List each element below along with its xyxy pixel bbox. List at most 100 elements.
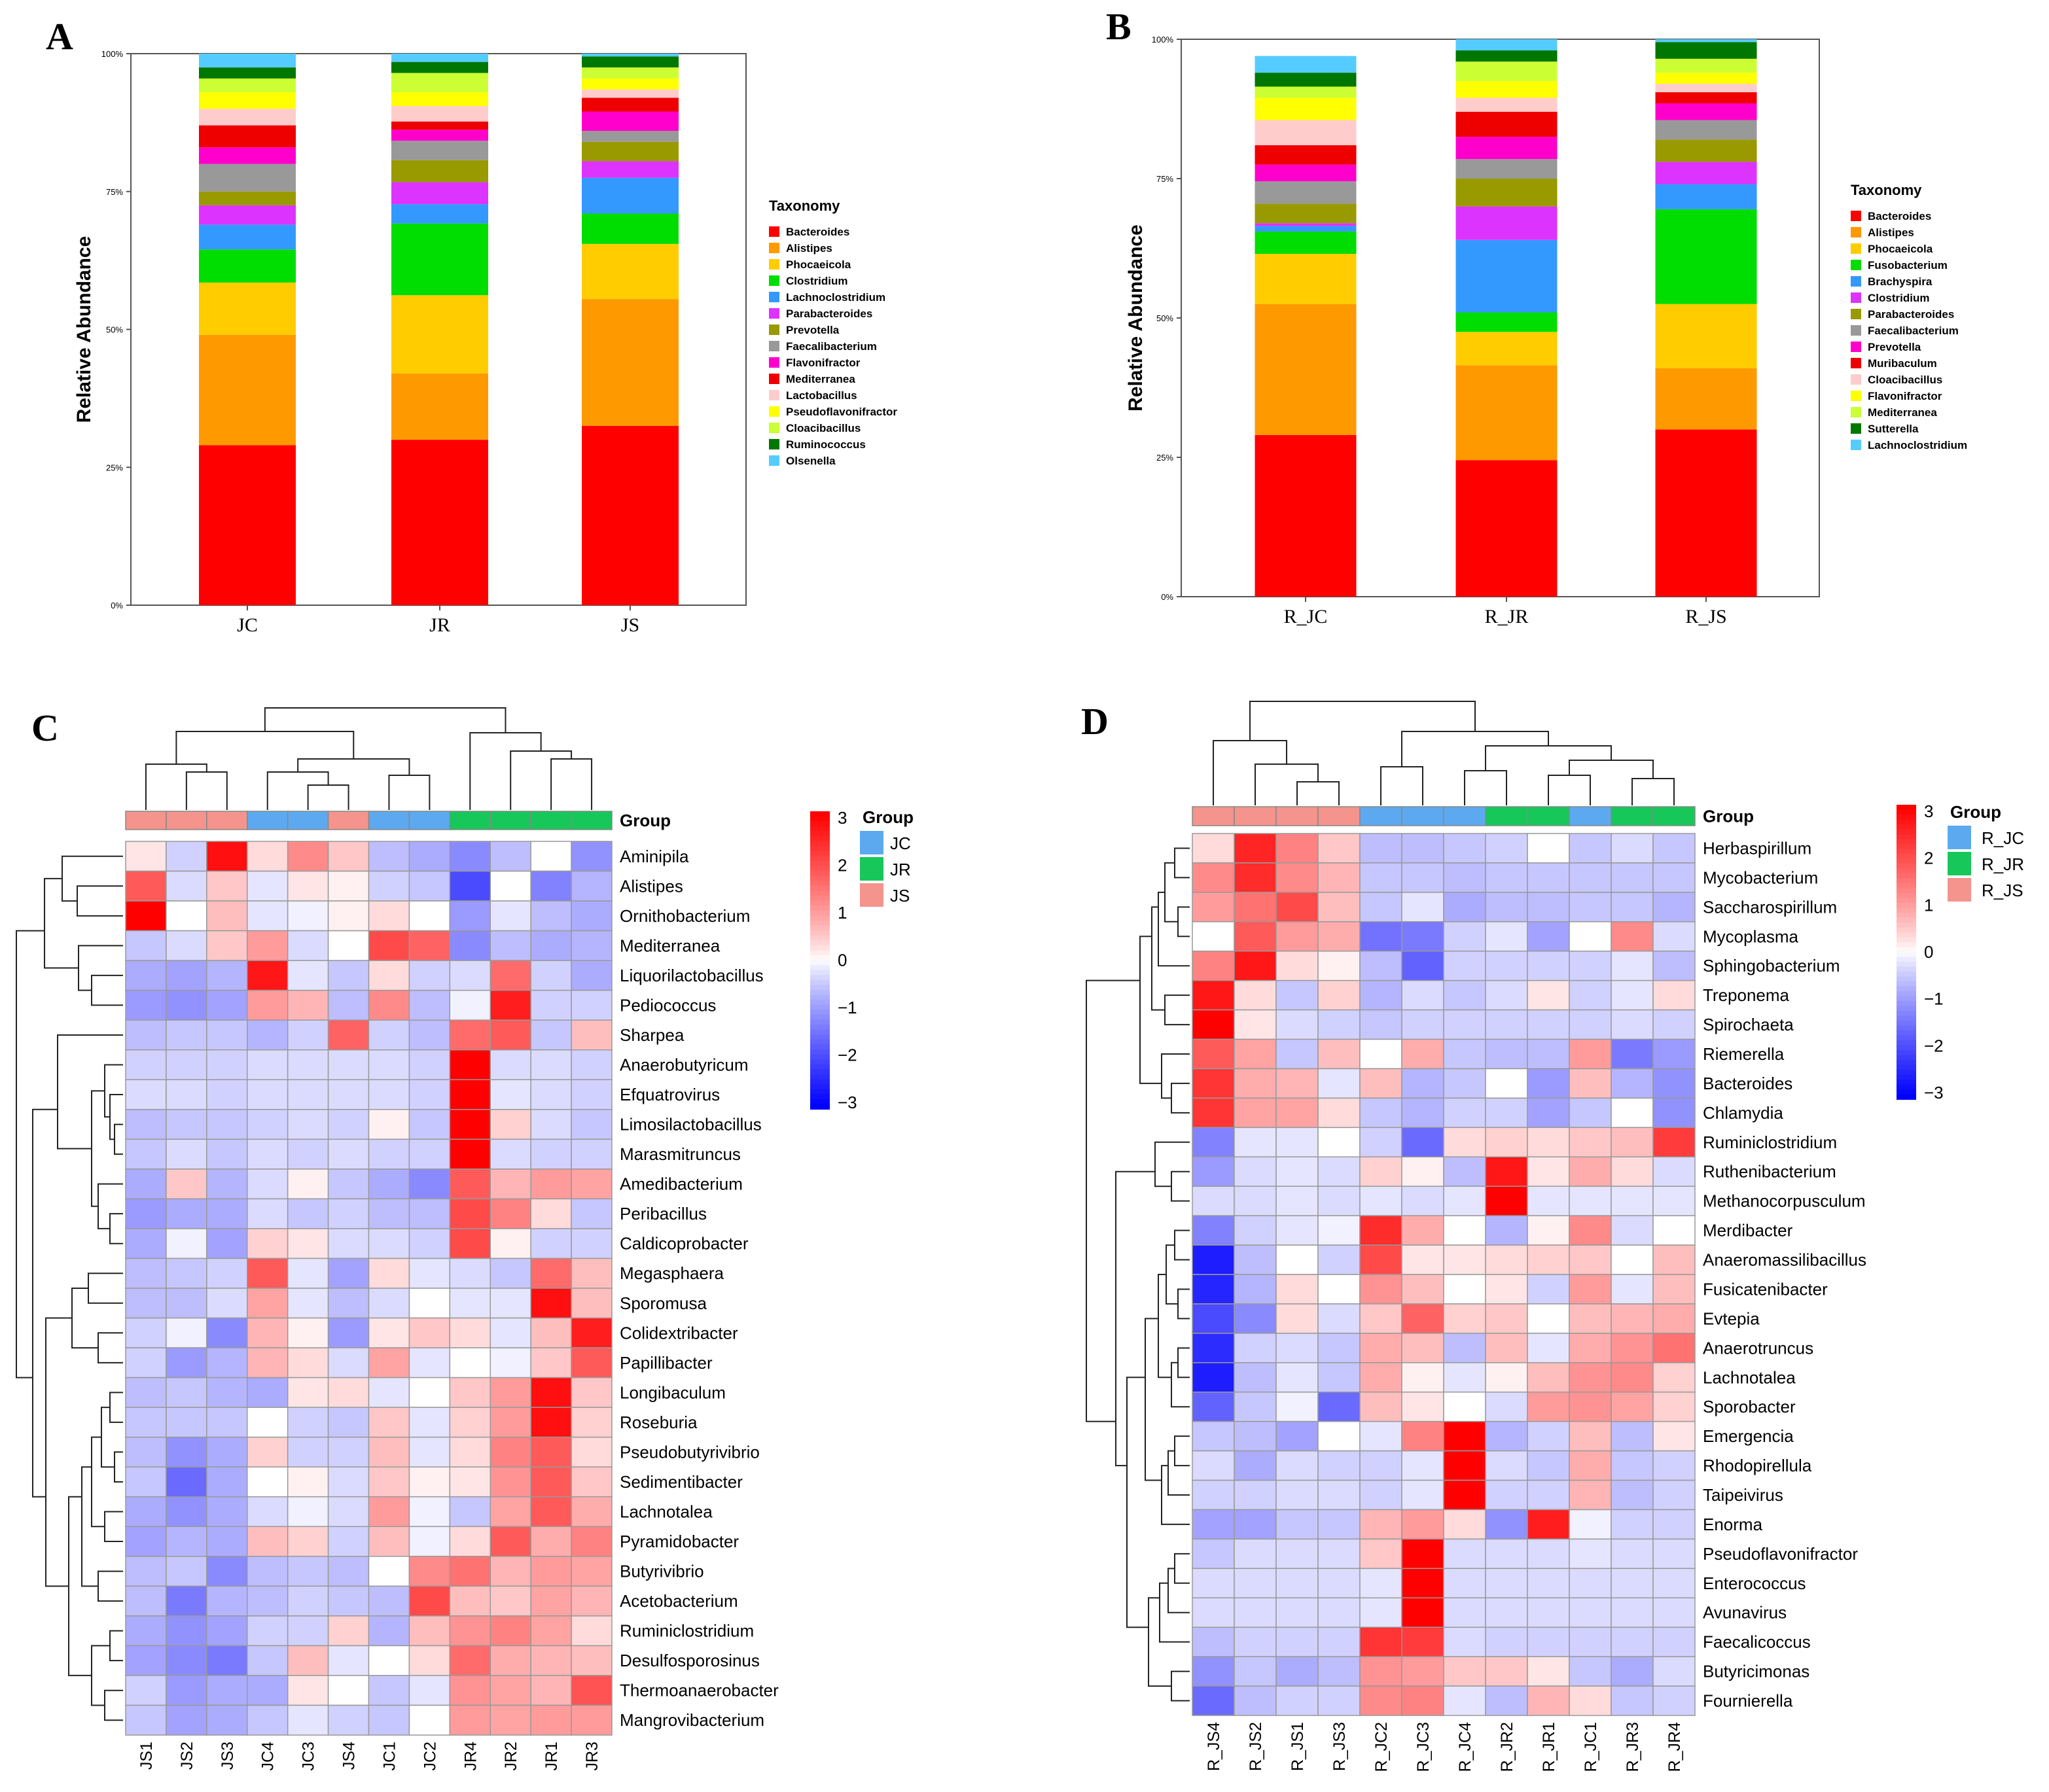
- heatmap-cell: [327, 870, 370, 902]
- row-label: Sharpea: [620, 1025, 685, 1045]
- heatmap-cell: [1443, 1009, 1486, 1040]
- bar-segment: [1655, 120, 1757, 140]
- heatmap-cell: [1443, 1568, 1486, 1599]
- row-label: Megasphaera: [620, 1263, 724, 1283]
- heatmap-cell: [1652, 921, 1696, 952]
- row-label: Alistipes: [620, 876, 683, 896]
- group-legend-label: R_JC: [1982, 828, 2024, 848]
- dendrogram-branch: [1174, 1553, 1190, 1584]
- color-scale-step: [810, 920, 830, 926]
- heatmap-cell: [287, 930, 329, 961]
- heatmap-cell: [1275, 1391, 1319, 1422]
- heatmap-cell: [1234, 979, 1277, 1011]
- x-tick-label: R_JR: [1485, 606, 1529, 627]
- heatmap-cell: [247, 1288, 289, 1319]
- heatmap-cell: [1569, 1303, 1612, 1334]
- color-scale-step: [810, 915, 830, 921]
- color-scale-step: [810, 990, 830, 996]
- bar-segment: [199, 78, 296, 93]
- heatmap-cell: [166, 1645, 207, 1676]
- heatmap-cell: [1317, 1362, 1361, 1393]
- heatmap-cell: [1275, 1479, 1319, 1511]
- heatmap-cell: [1359, 1685, 1402, 1716]
- heatmap-cell: [1359, 921, 1402, 952]
- heatmap-cell: [368, 1168, 410, 1200]
- heatmap-cell: [247, 989, 289, 1021]
- row-label: Lachnotalea: [1703, 1367, 1796, 1387]
- heatmap-cell: [408, 1407, 451, 1438]
- heatmap-cell: [1401, 1391, 1444, 1422]
- color-scale-step: [1897, 972, 1916, 977]
- heatmap-cell: [571, 1407, 613, 1438]
- color-scale-step: [810, 900, 830, 907]
- heatmap-cell: [408, 1585, 451, 1617]
- bar-segment: [1255, 145, 1357, 165]
- heatmap-cell: [1401, 1597, 1444, 1628]
- dendrogram-branch: [1249, 701, 1476, 741]
- heatmap-cell: [166, 960, 207, 991]
- bar-segment: [582, 213, 679, 244]
- heatmap-cell: [1443, 1509, 1486, 1540]
- heatmap-cell: [1401, 1362, 1444, 1393]
- dendrogram-branch: [1161, 1465, 1190, 1525]
- dendrogram-branch: [1548, 775, 1591, 805]
- heatmap-cell: [247, 870, 289, 902]
- heatmap-cell: [530, 1019, 572, 1051]
- heatmap-cell: [408, 1556, 451, 1587]
- dendrogram-branch: [32, 1108, 58, 1498]
- heatmap-cell: [1234, 1097, 1277, 1129]
- color-scale-step: [810, 826, 830, 832]
- heatmap-cell: [1275, 1420, 1319, 1452]
- heatmap-cell: [1234, 1127, 1277, 1158]
- color-scale-step: [810, 1039, 830, 1045]
- heatmap-cell: [530, 1079, 572, 1110]
- heatmap-cell: [327, 1049, 370, 1081]
- heatmap-cell: [206, 1466, 248, 1498]
- heatmap-cell: [166, 989, 207, 1021]
- group-annotation-cell: [1234, 806, 1277, 826]
- bar-segment: [199, 67, 296, 79]
- heatmap-cell: [571, 1257, 613, 1289]
- heatmap-cell: [571, 1615, 613, 1647]
- heatmap-cell: [1317, 1479, 1361, 1511]
- bar-segment: [391, 121, 488, 130]
- y-tick-label: 25%: [1156, 453, 1173, 463]
- row-label: Herbaspirillum: [1703, 838, 1811, 858]
- heatmap-cell: [1401, 1479, 1444, 1511]
- heatmap-cell: [1611, 1626, 1654, 1657]
- heatmap-cell: [1527, 1068, 1570, 1099]
- column-label: R_JS2: [1247, 1722, 1265, 1771]
- color-scale-step: [810, 960, 830, 966]
- heatmap-cell: [1359, 1362, 1402, 1393]
- heatmap-cell: [1234, 1215, 1277, 1246]
- dendrogram-branch: [1177, 1347, 1190, 1379]
- group-annotation-cell: [125, 811, 167, 830]
- heatmap-cell: [449, 1496, 491, 1528]
- heatmap-cell: [247, 1585, 289, 1617]
- row-label: Caldicoprobacter: [620, 1234, 749, 1254]
- heatmap-cell: [1527, 1450, 1570, 1481]
- heatmap-cell: [530, 989, 572, 1021]
- color-scale-step: [810, 975, 830, 981]
- legend-swatch: [769, 226, 779, 237]
- row-label: Liquorilactobacillus: [620, 966, 764, 985]
- bar-segment: [1455, 460, 1558, 597]
- heatmap-cell: [287, 1645, 329, 1676]
- heatmap-cell: [1359, 1244, 1402, 1275]
- row-label: Taipeivirus: [1703, 1485, 1783, 1505]
- heatmap-cell: [287, 1675, 329, 1706]
- row-label: Mycobacterium: [1703, 868, 1818, 887]
- heatmap-cell: [247, 1496, 289, 1528]
- heatmap-cell: [1652, 1391, 1696, 1422]
- bar-segment: [1455, 179, 1558, 207]
- bar-segment: [1455, 97, 1558, 112]
- heatmap-cell: [247, 1019, 289, 1051]
- legend-label: Phocaeicola: [786, 258, 851, 271]
- heatmap-cell: [1569, 1186, 1612, 1216]
- heatmap-cell: [1443, 921, 1486, 952]
- heatmap-cell: [166, 930, 207, 961]
- heatmap-cell: [287, 1317, 329, 1348]
- heatmap-cell: [1485, 1009, 1528, 1040]
- heatmap-cell: [1569, 1509, 1612, 1540]
- dendrogram-branch: [109, 1094, 123, 1140]
